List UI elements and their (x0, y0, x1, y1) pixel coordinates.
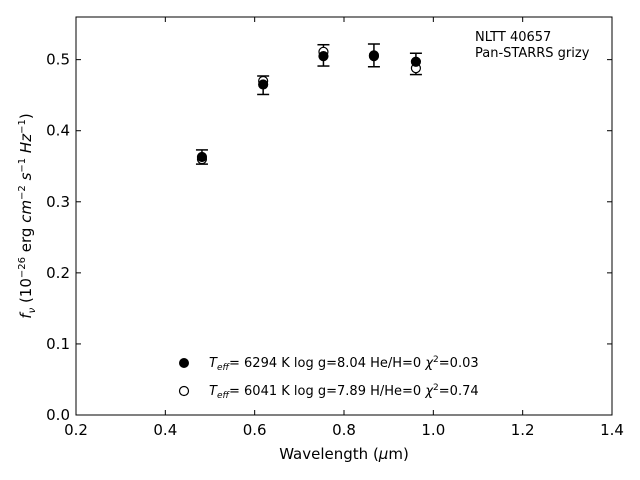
legend-marker-open (178, 385, 190, 397)
annotation-survey: Pan-STARRS grizy (475, 46, 590, 61)
point-filled-4 (410, 56, 422, 67)
y-axis-label: fν (10−26 erg cm−2 s−1 Hz−1) (17, 113, 38, 318)
point-filled-0 (196, 151, 208, 163)
axis-ticks: 0.2 0.4 0.6 0.8 1.0 1.2 1.4 0.0 0.1 0.2 0.3 0.4 0.5 (46, 17, 624, 439)
legend-entry-2: Teff= 6041 K log g=7.89 H/He=0 χ2=0.74 (209, 383, 479, 401)
x-tick-label-3: 0.8 (332, 421, 356, 439)
x-axis-label: Wavelength (μm) (279, 445, 409, 463)
x-tick-label-1: 0.4 (153, 421, 177, 439)
x-tick-label-4: 1.0 (421, 421, 445, 439)
legend: Teff= 6294 K log g=8.04 He/H=0 χ2=0.03 T… (178, 355, 479, 401)
y-tick-label-5: 0.5 (46, 51, 70, 69)
x-tick-label-6: 1.4 (600, 421, 624, 439)
annotation-star-name: NLTT 40657 (475, 30, 551, 45)
error-bars (195, 43, 422, 165)
point-filled-1 (258, 79, 269, 90)
legend-entry-1: Teff= 6294 K log g=8.04 He/H=0 χ2=0.03 (209, 355, 479, 373)
point-filled-3 (368, 50, 380, 62)
y-tick-label-2: 0.2 (46, 264, 70, 282)
point-filled-2 (318, 50, 329, 62)
y-tick-label-4: 0.4 (46, 122, 70, 140)
y-tick-label-0: 0.0 (46, 406, 70, 424)
data-points (196, 46, 422, 165)
x-tick-label-5: 1.2 (511, 421, 535, 439)
y-tick-label-3: 0.3 (46, 193, 70, 211)
x-tick-label-0: 0.2 (64, 421, 88, 439)
legend-marker-filled (179, 358, 189, 368)
x-tick-label-2: 0.6 (243, 421, 267, 439)
y-tick-label-1: 0.1 (46, 335, 70, 353)
